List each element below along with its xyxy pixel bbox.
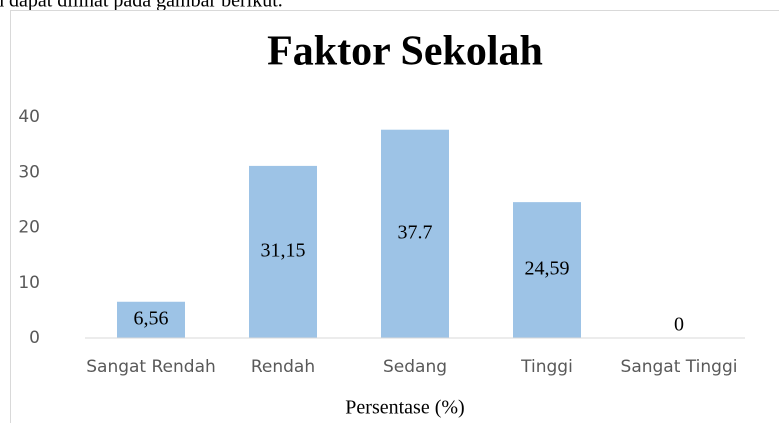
bar (381, 129, 449, 338)
bar (513, 202, 581, 338)
data-label: 0 (674, 314, 684, 336)
y-tick-label: 20 (18, 218, 40, 238)
y-tick-label: 0 (29, 328, 40, 348)
x-tick-label: Tinggi (520, 357, 573, 377)
data-label: 31,15 (261, 240, 306, 262)
bar (249, 165, 317, 338)
x-tick-label: Sedang (383, 357, 447, 377)
x-tick-label: Rendah (251, 357, 315, 377)
chart-frame (10, 10, 779, 423)
x-axis-title: Persentase (%) (345, 397, 464, 419)
y-tick-label: 30 (18, 162, 40, 182)
y-tick-label: 40 (18, 107, 40, 127)
x-tick-label: Sangat Tinggi (621, 357, 738, 377)
y-tick-label: 10 (18, 273, 40, 293)
data-label: 37.7 (398, 221, 433, 243)
bar (117, 301, 185, 338)
x-tick-label: Sangat Rendah (86, 357, 216, 377)
data-label: 24,59 (525, 258, 570, 280)
chart-title: Faktor Sekolah (267, 29, 543, 75)
data-label: 6,56 (134, 307, 169, 329)
context-text: h dapat dilihat pada gambar berikut. (0, 0, 283, 12)
